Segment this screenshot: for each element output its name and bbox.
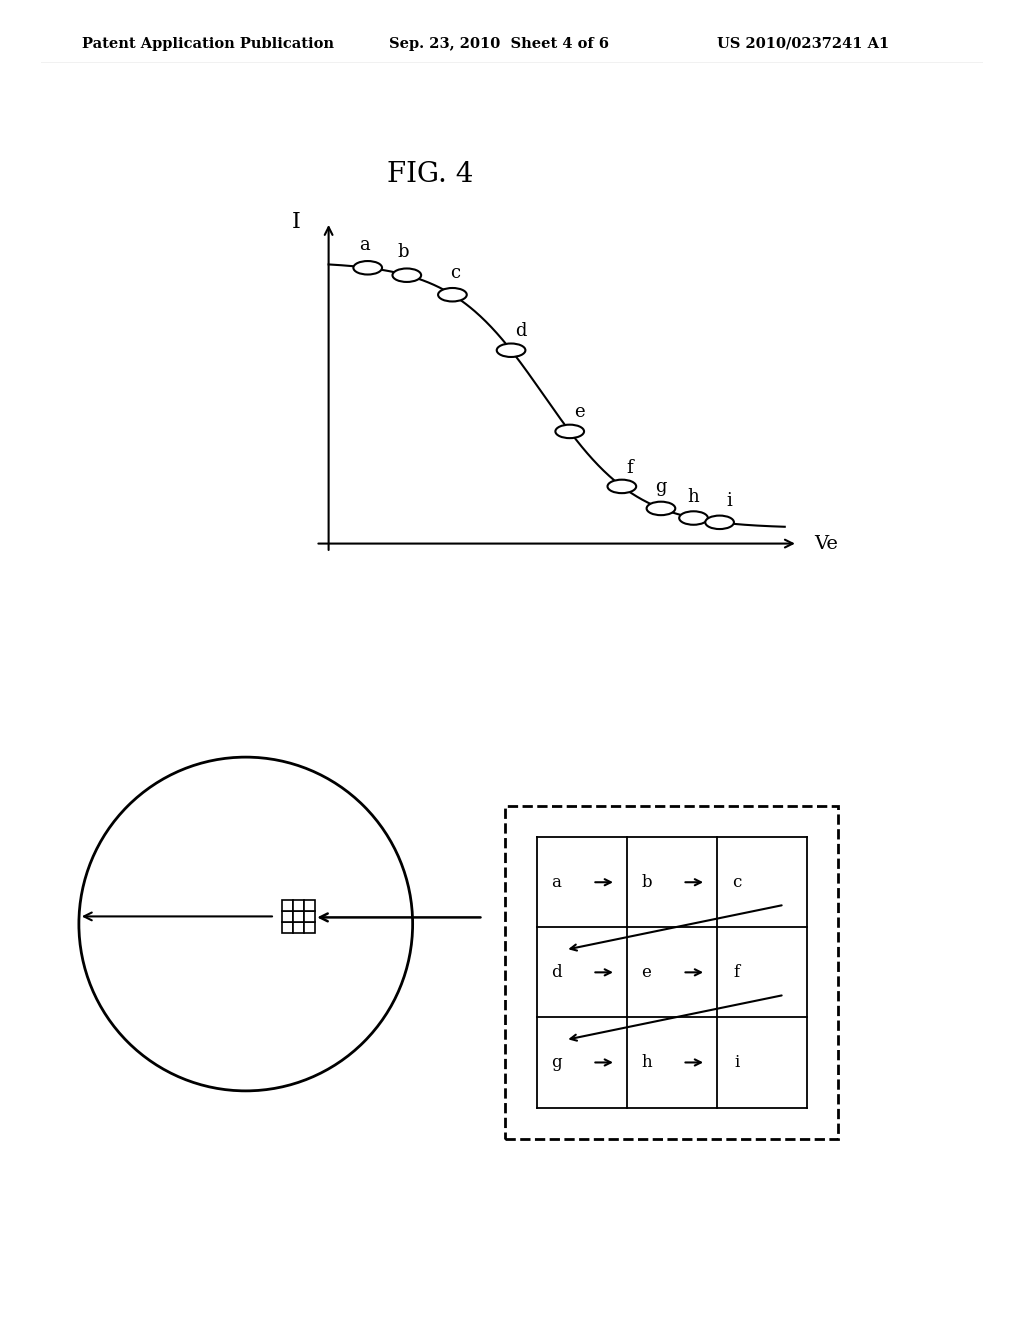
Circle shape <box>679 511 708 525</box>
Bar <box>294 911 304 921</box>
Bar <box>294 921 304 933</box>
Bar <box>304 911 315 921</box>
Circle shape <box>646 502 675 515</box>
Text: I: I <box>292 211 300 234</box>
FancyBboxPatch shape <box>505 805 839 1139</box>
Text: a: a <box>552 874 561 891</box>
Bar <box>294 900 304 911</box>
Text: Ve: Ve <box>814 535 838 553</box>
Text: e: e <box>574 403 585 421</box>
Circle shape <box>607 479 636 494</box>
Bar <box>283 900 294 911</box>
Bar <box>283 911 294 921</box>
Text: d: d <box>515 322 526 339</box>
Text: f: f <box>733 964 739 981</box>
Bar <box>304 900 315 911</box>
Text: c: c <box>451 264 461 282</box>
Text: a: a <box>359 236 370 253</box>
Circle shape <box>79 758 413 1090</box>
Text: i: i <box>734 1053 739 1071</box>
Text: b: b <box>397 243 410 261</box>
Text: g: g <box>551 1053 562 1071</box>
Bar <box>304 921 315 933</box>
Circle shape <box>438 288 467 301</box>
Text: FIG. 4: FIG. 4 <box>387 161 473 187</box>
Circle shape <box>555 425 584 438</box>
Circle shape <box>353 261 382 275</box>
Text: h: h <box>688 488 699 506</box>
Text: d: d <box>551 964 562 981</box>
Bar <box>283 921 294 933</box>
Text: h: h <box>641 1053 652 1071</box>
Text: i: i <box>726 492 732 510</box>
Text: Sep. 23, 2010  Sheet 4 of 6: Sep. 23, 2010 Sheet 4 of 6 <box>389 37 609 51</box>
Text: Patent Application Publication: Patent Application Publication <box>82 37 334 51</box>
Text: b: b <box>641 874 652 891</box>
Text: c: c <box>732 874 741 891</box>
Text: e: e <box>642 964 651 981</box>
Text: g: g <box>655 478 667 496</box>
Circle shape <box>706 516 734 529</box>
Circle shape <box>392 268 421 282</box>
Circle shape <box>497 343 525 356</box>
Text: US 2010/0237241 A1: US 2010/0237241 A1 <box>717 37 889 51</box>
Text: f: f <box>627 459 633 478</box>
